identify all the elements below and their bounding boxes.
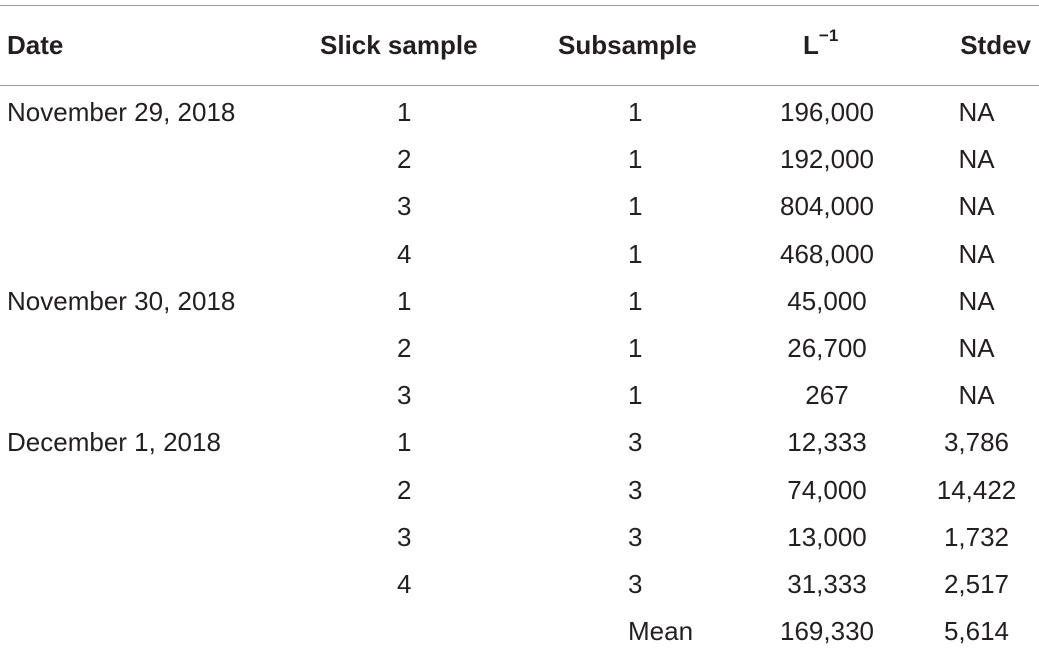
- cell-concentration: 45,000: [787, 285, 867, 316]
- cell-concentration: 74,000: [787, 474, 867, 505]
- table-row: 2 1 26,700 NA: [0, 325, 1039, 372]
- cell-slick-sample: 3: [397, 191, 412, 222]
- cell-concentration: 196,000: [780, 97, 874, 128]
- cell-date: [0, 514, 290, 561]
- cell-stdev: NA: [958, 144, 995, 175]
- cell-slick-sample: 1: [397, 427, 412, 458]
- header-row: Date Slick sample Subsample L−1 Stdev: [0, 6, 1039, 85]
- cell-subsample: 1: [628, 191, 643, 222]
- cell-stdev: NA: [958, 97, 995, 128]
- header-rule: [0, 85, 1039, 86]
- cell-subsample: 3: [628, 474, 643, 505]
- cell-subsample: 3: [628, 521, 643, 552]
- cell-stdev: NA: [958, 285, 995, 316]
- cell-slick-sample: 1: [397, 97, 412, 128]
- cell-concentration: 804,000: [780, 191, 874, 222]
- cell-date: [0, 183, 290, 230]
- data-table: Date Slick sample Subsample L−1 Stdev No…: [0, 6, 1039, 655]
- cell-date: November 30, 2018: [7, 285, 236, 316]
- cell-slick-sample: 2: [397, 474, 412, 505]
- cell-slick-sample: 1: [397, 285, 412, 316]
- cell-date: [0, 136, 290, 183]
- table-row: December 1, 2018 1 3 12,333 3,786: [0, 419, 1039, 466]
- cell-stdev: NA: [958, 380, 995, 411]
- header-slick-sample: Slick sample: [320, 30, 478, 60]
- cell-date: [0, 608, 290, 655]
- cell-subsample: 1: [628, 97, 643, 128]
- cell-subsample: 1: [628, 380, 643, 411]
- header-date: Date: [7, 30, 64, 60]
- cell-concentration: 267: [805, 380, 849, 411]
- table-row: 2 1 192,000 NA: [0, 136, 1039, 183]
- table-body: November 29, 2018 1 1 196,000 NA 2 1 192,000 NA 3…: [0, 85, 1039, 655]
- header-subsample: Subsample: [558, 30, 697, 60]
- cell-subsample: 3: [628, 568, 643, 599]
- cell-concentration: 169,330: [780, 616, 874, 647]
- cell-slick-sample: 2: [397, 144, 412, 175]
- cell-concentration: 192,000: [780, 144, 874, 175]
- cell-subsample: Mean: [628, 616, 694, 647]
- table-row: 3 1 804,000 NA: [0, 183, 1039, 230]
- table-row: 3 1 267 NA: [0, 372, 1039, 419]
- cell-stdev: 2,517: [943, 568, 1010, 599]
- cell-subsample: 1: [628, 333, 643, 364]
- cell-date: [0, 231, 290, 278]
- table-row: Mean 169,330 5,614: [0, 608, 1039, 655]
- cell-stdev: 1,732: [943, 521, 1010, 552]
- cell-concentration: 31,333: [787, 568, 867, 599]
- cell-stdev: NA: [958, 333, 995, 364]
- cell-date: [0, 561, 290, 608]
- cell-subsample: 1: [628, 285, 643, 316]
- cell-slick-sample: 3: [397, 380, 412, 411]
- table-row: November 29, 2018 1 1 196,000 NA: [0, 85, 1039, 136]
- cell-concentration: 26,700: [787, 333, 867, 364]
- cell-slick-sample: 4: [397, 238, 412, 269]
- cell-subsample: 3: [628, 427, 643, 458]
- table-row: November 30, 2018 1 1 45,000 NA: [0, 278, 1039, 325]
- cell-stdev: NA: [958, 238, 995, 269]
- cell-date: [0, 372, 290, 419]
- cell-date: December 1, 2018: [7, 427, 221, 458]
- header-concentration: L−1: [750, 6, 896, 85]
- cell-concentration: 12,333: [787, 427, 867, 458]
- cell-stdev: 5,614: [943, 616, 1010, 647]
- cell-stdev: 3,786: [943, 427, 1010, 458]
- cell-concentration: 13,000: [787, 521, 867, 552]
- cell-date: November 29, 2018: [7, 97, 236, 128]
- table-row: 2 3 74,000 14,422: [0, 467, 1039, 514]
- table-row: 4 3 31,333 2,517: [0, 561, 1039, 608]
- cell-slick-sample: 4: [397, 568, 412, 599]
- top-rule: [0, 5, 1039, 6]
- cell-slick-sample: [290, 608, 522, 655]
- table-row: 3 3 13,000 1,732: [0, 514, 1039, 561]
- header-stdev: Stdev: [960, 30, 1031, 60]
- cell-stdev: NA: [958, 191, 995, 222]
- cell-slick-sample: 2: [397, 333, 412, 364]
- cell-date: [0, 325, 290, 372]
- header-concentration-base: L: [803, 30, 819, 60]
- cell-concentration: 468,000: [780, 238, 874, 269]
- header-concentration-exponent: −1: [818, 26, 839, 46]
- cell-subsample: 1: [628, 144, 643, 175]
- cell-slick-sample: 3: [397, 521, 412, 552]
- cell-subsample: 1: [628, 238, 643, 269]
- table-row: 4 1 468,000 NA: [0, 231, 1039, 278]
- cell-date: [0, 467, 290, 514]
- cell-stdev: 14,422: [936, 474, 1017, 505]
